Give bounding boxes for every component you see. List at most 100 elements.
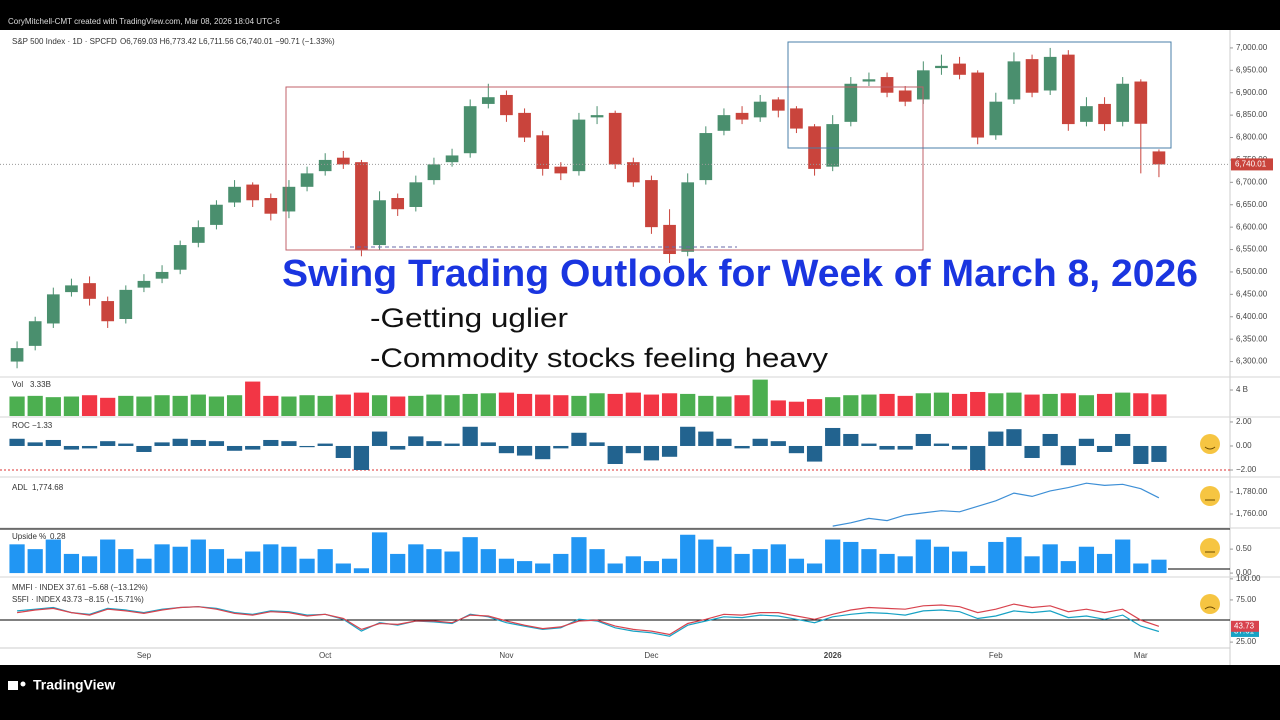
face-mouth	[1204, 446, 1216, 450]
value-badge	[1231, 620, 1259, 632]
candle-body	[427, 164, 441, 181]
bar	[716, 438, 732, 446]
bar	[897, 445, 913, 450]
candle-body	[771, 99, 785, 111]
bar	[371, 431, 388, 446]
candles	[10, 47, 1166, 369]
bar	[154, 395, 170, 416]
legend-value: 37.61 −5.68 (−13.12%)	[66, 583, 148, 592]
bar	[752, 549, 768, 574]
overlay-line: -Getting uglier	[370, 303, 568, 333]
y-tick-label: 1,760.00	[1236, 509, 1268, 518]
bar	[45, 397, 61, 416]
bar	[45, 539, 61, 574]
y-tick-label: 7,000.00	[1236, 43, 1268, 52]
bar	[607, 563, 623, 574]
bar	[1042, 433, 1058, 446]
candle-body	[554, 166, 568, 174]
candle-body	[953, 63, 966, 75]
bar	[516, 561, 533, 574]
credit: CoryMitchell-CMT created with TradingVie…	[8, 17, 280, 26]
candle-body	[626, 162, 640, 183]
pane-title: ADL	[12, 483, 28, 492]
legend-name: MMFI · INDEX	[12, 583, 65, 592]
candle-body	[645, 180, 658, 228]
bar	[1078, 438, 1095, 446]
bar	[426, 394, 442, 416]
bar	[335, 445, 351, 458]
bar	[933, 443, 950, 446]
candle-body	[155, 271, 169, 279]
y-tick-label: 75.00	[1236, 595, 1257, 604]
bar	[208, 549, 225, 574]
bar	[661, 445, 678, 457]
bar	[172, 395, 188, 416]
bar	[607, 393, 623, 416]
bar	[45, 439, 61, 446]
pane-value: −1.33	[32, 421, 53, 430]
candle-body	[989, 101, 1003, 136]
bar	[100, 397, 116, 416]
bar	[63, 396, 80, 416]
bar	[625, 556, 641, 574]
bar	[571, 432, 587, 446]
candle-body	[210, 204, 223, 225]
bar	[1024, 556, 1040, 574]
bar	[1078, 546, 1095, 574]
bar	[661, 393, 678, 416]
y-tick-label: 6,900.00	[1236, 88, 1268, 97]
bar	[371, 532, 388, 574]
bar	[390, 553, 406, 574]
bar	[190, 394, 206, 416]
candle-body	[717, 115, 731, 131]
bar	[1078, 395, 1095, 416]
candle-body	[65, 285, 78, 293]
bar	[535, 394, 551, 416]
candle-body	[1080, 106, 1093, 122]
bar	[136, 396, 152, 416]
candle-body	[463, 106, 477, 154]
bar	[843, 541, 859, 574]
x-tick-label: Dec	[644, 651, 658, 660]
candle-body	[409, 182, 423, 207]
bar	[27, 442, 43, 446]
bar	[788, 558, 805, 574]
bar	[951, 445, 968, 450]
candle-body	[119, 289, 133, 319]
candle-body	[844, 83, 858, 122]
bar	[680, 393, 696, 416]
bar	[426, 549, 442, 574]
candle-body	[300, 173, 314, 187]
bar	[480, 442, 496, 446]
bar	[698, 539, 714, 574]
bar	[988, 431, 1004, 446]
bar	[788, 401, 805, 416]
candle-body	[590, 115, 604, 118]
bar	[680, 426, 696, 446]
candle-body	[137, 280, 151, 288]
bar	[263, 544, 279, 574]
bar	[136, 558, 152, 574]
bar	[462, 393, 478, 416]
candle-body	[173, 245, 187, 270]
bar	[299, 558, 315, 574]
bar	[970, 445, 986, 470]
brand-logo	[8, 681, 18, 690]
y-tick-label: 25.00	[1236, 637, 1257, 646]
bar	[951, 393, 968, 416]
y-tick-label: 6,400.00	[1236, 312, 1268, 321]
candle-body	[518, 112, 531, 138]
bar	[1024, 394, 1040, 416]
bar	[390, 445, 406, 450]
symbol: S&P 500 Index · 1D · SPCFD	[12, 37, 117, 46]
candle-body	[10, 348, 24, 362]
y-tick-label: 6,500.00	[1236, 267, 1268, 276]
bar	[118, 549, 134, 574]
bar	[426, 441, 442, 446]
bar	[408, 436, 424, 446]
bar	[970, 565, 986, 574]
candle-body	[83, 283, 96, 299]
bar	[281, 441, 297, 446]
